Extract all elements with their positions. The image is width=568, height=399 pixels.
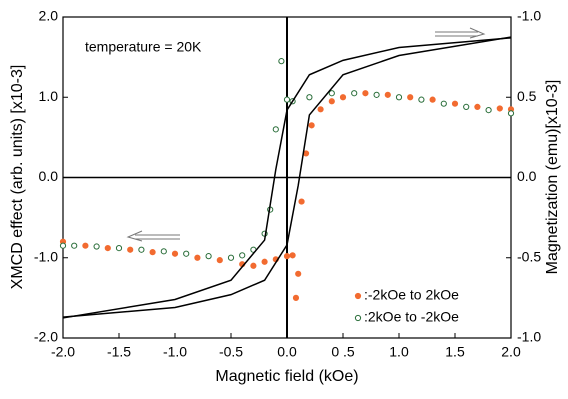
point <box>339 94 347 101</box>
point <box>440 100 447 107</box>
point <box>283 253 291 260</box>
x-tick-label: -2.0 <box>51 344 75 360</box>
point <box>507 110 515 117</box>
point <box>171 250 179 257</box>
point <box>463 103 470 110</box>
x-tick-label: 1.0 <box>389 344 409 360</box>
point <box>138 246 145 253</box>
x-tick-label: 1.5 <box>445 344 465 360</box>
point <box>351 90 358 97</box>
point <box>71 242 78 249</box>
x-tick-label: -0.5 <box>219 344 243 360</box>
arrow-left <box>126 230 180 242</box>
point <box>289 252 296 259</box>
y2-tick-label: -1.0 <box>517 329 541 345</box>
point <box>295 270 302 277</box>
y2-tick-label: -1.0 <box>517 8 541 24</box>
annotation: temperature = 20K <box>85 39 202 55</box>
point <box>373 91 380 98</box>
point <box>149 249 156 256</box>
y2-tick-label: 0.0 <box>517 168 537 184</box>
legend-marker <box>354 314 362 322</box>
x-tick-label: 0.0 <box>277 344 297 360</box>
point <box>239 252 246 259</box>
point <box>328 98 335 105</box>
y2-axis-label: Magnetization (emu)[x10-3] <box>544 80 561 275</box>
point <box>451 100 459 107</box>
point <box>227 254 235 261</box>
point <box>485 106 492 114</box>
x-axis-label: Magnetic field (kOe) <box>215 368 358 385</box>
point <box>216 257 223 264</box>
y-tick-label: 1.0 <box>39 88 59 104</box>
point <box>283 96 291 103</box>
point <box>317 106 324 113</box>
point <box>127 246 134 253</box>
magnetization-line <box>62 36 512 318</box>
point <box>418 96 425 103</box>
legend-label: :2kOe to -2kOe <box>364 309 459 325</box>
y2-tick-label: -0.5 <box>517 248 541 264</box>
point <box>59 242 67 249</box>
point <box>496 105 503 112</box>
point <box>104 245 111 252</box>
point <box>272 126 279 133</box>
point <box>183 250 190 257</box>
point <box>115 245 123 252</box>
y2-tick-label: 0.5 <box>517 88 537 104</box>
y-tick-label: -1.0 <box>34 248 58 264</box>
point <box>93 243 100 250</box>
point <box>328 90 335 97</box>
x-tick-label: 0 .5 <box>331 344 355 360</box>
point <box>292 294 300 301</box>
y-tick-label: -2.0 <box>34 329 58 345</box>
x-tick-label: -1.0 <box>163 344 187 360</box>
point <box>82 242 89 249</box>
point <box>205 253 212 260</box>
point <box>306 94 313 101</box>
x-tick-label: 2.0 <box>501 344 521 360</box>
point <box>395 94 403 101</box>
point <box>308 122 315 129</box>
point <box>261 258 268 265</box>
magnetization-line <box>62 37 512 319</box>
y-tick-label: 0.0 <box>39 168 59 184</box>
point <box>429 96 436 103</box>
legend-label: :-2kOe to 2kOe <box>364 287 459 303</box>
point <box>384 91 391 98</box>
point <box>278 58 285 65</box>
arrow-right <box>435 27 486 39</box>
point <box>407 94 414 101</box>
point <box>250 262 257 269</box>
point <box>362 90 369 97</box>
y-tick-label: 2.0 <box>39 8 59 24</box>
point <box>474 103 481 110</box>
point <box>160 248 167 255</box>
legend-marker <box>354 292 362 300</box>
point <box>194 254 201 261</box>
y-axis-label: XMCD effect (arb. units) [x10-3] <box>9 65 26 290</box>
x-tick-label: -1.5 <box>107 344 131 360</box>
point <box>298 198 305 205</box>
